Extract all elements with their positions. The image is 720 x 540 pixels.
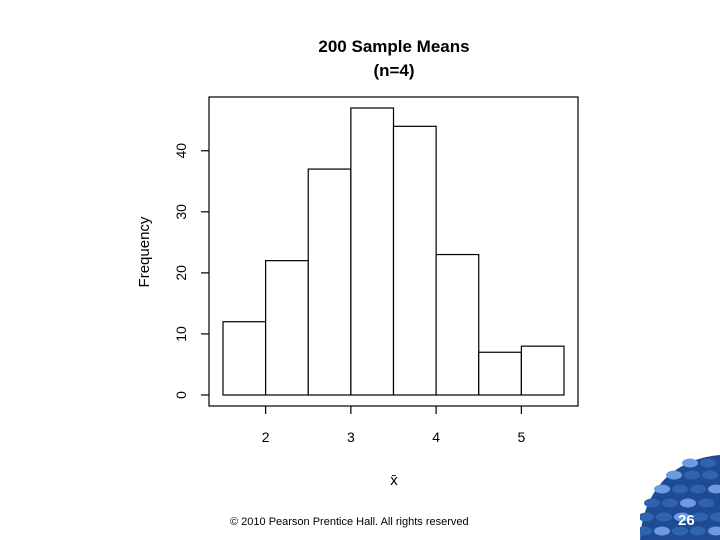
x-tick-label: 3 <box>347 429 355 445</box>
x-tick-label: 4 <box>432 429 440 445</box>
chart-title: 200 Sample Means <box>318 37 469 56</box>
histogram-bar-2 <box>265 260 309 396</box>
publisher-logo-icon <box>640 455 720 540</box>
y-tick-label: 10 <box>173 326 189 342</box>
histogram-bars <box>222 107 565 396</box>
y-axis: 0 10 20 30 40 <box>173 143 209 399</box>
histogram-bar-6 <box>435 253 480 396</box>
histogram-bar-7 <box>478 351 522 396</box>
y-tick-label: 40 <box>173 143 189 159</box>
x-tick-label: 5 <box>517 429 525 445</box>
histogram-bar-3 <box>307 168 352 396</box>
histogram-bar-1 <box>222 321 267 396</box>
chart-subtitle: (n=4) <box>373 61 414 80</box>
y-tick-label: 0 <box>173 391 189 399</box>
plot-frame <box>208 96 579 407</box>
x-tick-label: 2 <box>262 429 270 445</box>
y-tick-label: 30 <box>173 204 189 220</box>
y-axis-label: Frequency <box>136 216 153 287</box>
histogram-bar-5 <box>392 125 437 396</box>
x-axis-label: x̄ <box>390 472 398 489</box>
copyright-footer: © 2010 Pearson Prentice Hall. All rights… <box>230 516 469 528</box>
x-axis: 2 3 4 5 <box>262 406 525 445</box>
y-tick-label: 20 <box>173 265 189 281</box>
page-number: 26 <box>678 512 695 529</box>
histogram-bar-8 <box>520 345 565 396</box>
histogram-bar-4 <box>350 107 395 396</box>
